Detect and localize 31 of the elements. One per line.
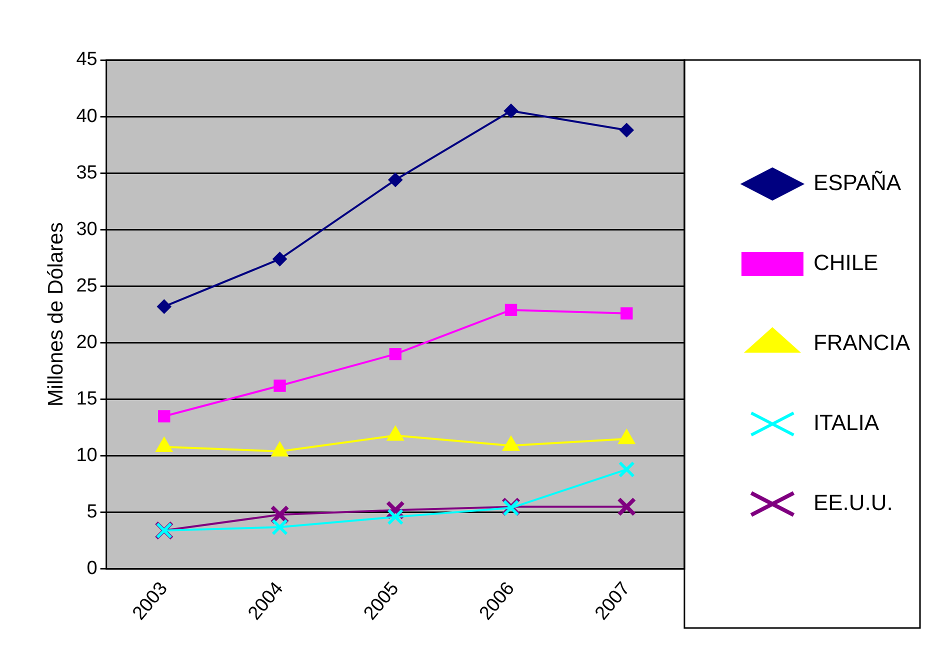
y-tick-label: 40 [76,106,98,127]
legend-label: FRANCIA [813,330,910,356]
y-tick-label: 15 [76,388,98,410]
point [620,307,633,320]
legend-label: ESPAÑA [813,170,902,196]
point [271,518,288,536]
y-tick-label: 35 [76,162,98,184]
point [616,497,636,516]
point [388,172,402,187]
point [504,104,518,118]
legend-label: ITALIA [813,410,880,436]
y-tick-label: 10 [76,445,98,466]
y-tick-label: 20 [76,332,98,353]
y-tick-label: 30 [76,218,98,240]
y-tick-label: 25 [76,275,98,296]
point [504,304,518,316]
point [618,461,635,478]
y-tick-label: 0 [86,558,98,580]
legend-label: CHILE [813,250,878,276]
legend-label: EE.U.U. [813,490,893,516]
point [387,508,404,526]
y-axis-title: Millones de Dólares [44,222,68,407]
point [272,252,287,266]
point [620,123,634,138]
y-tick-label: 45 [76,49,98,70]
point [157,300,172,314]
point [270,505,290,524]
point [389,348,402,360]
point [158,410,170,422]
y-tick-label: 5 [86,502,98,523]
point [274,380,286,392]
